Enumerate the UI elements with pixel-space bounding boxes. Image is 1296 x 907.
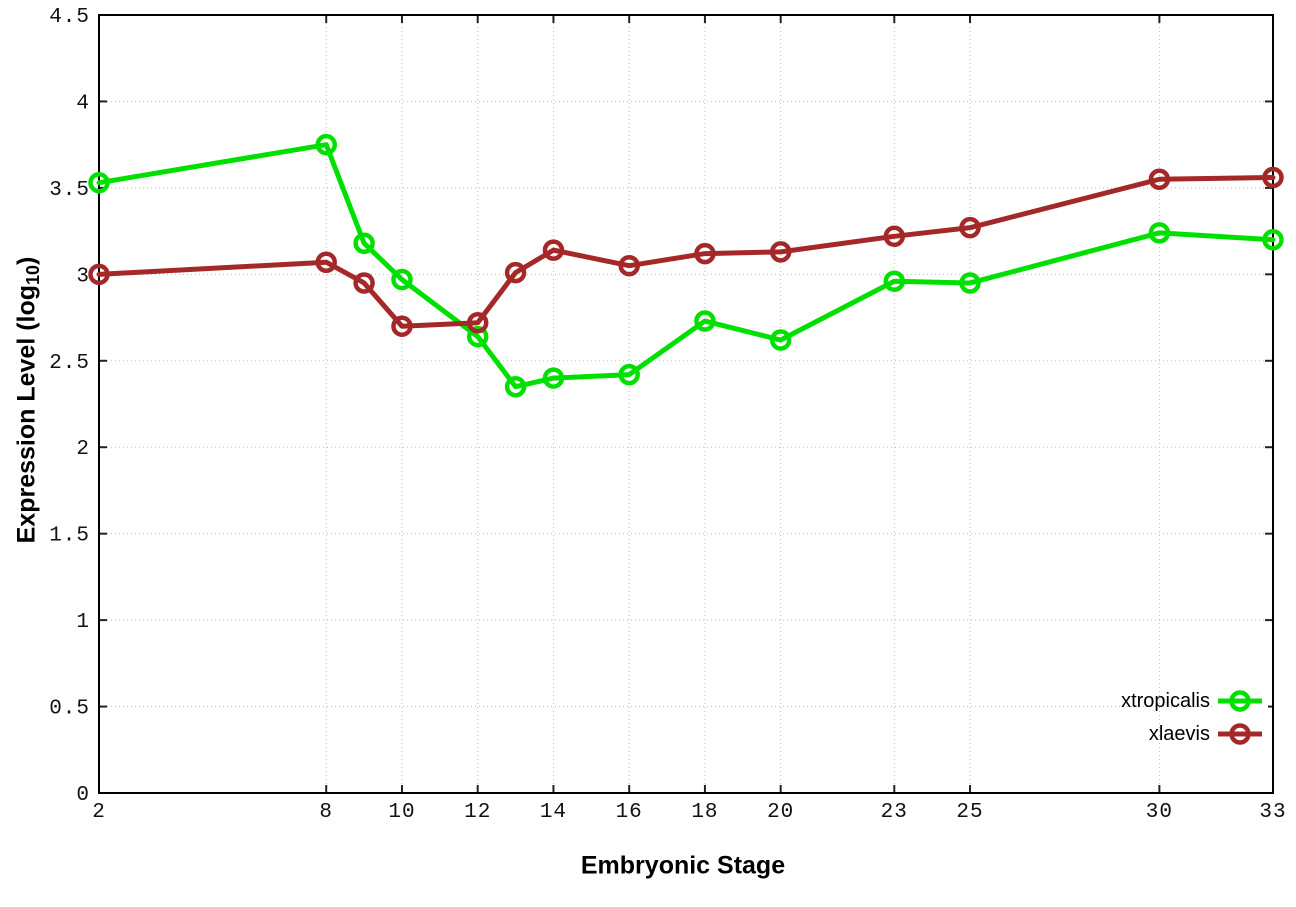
data-point-xlaevis bbox=[88, 263, 110, 286]
y-tick-label: 0 bbox=[76, 784, 90, 807]
y-axis-title-text: Expression Level (log bbox=[12, 284, 41, 544]
y-tick-label: 2.5 bbox=[49, 352, 90, 375]
y-axis-title: Expression Level (log10) bbox=[12, 257, 44, 544]
legend-sample-marker-xlaevis bbox=[1229, 723, 1251, 745]
data-point-xlaevis bbox=[694, 242, 716, 265]
data-point-xtropicalis bbox=[542, 367, 565, 389]
data-point-xlaevis bbox=[391, 315, 413, 337]
data-point-xlaevis bbox=[315, 251, 337, 273]
x-tick-label: 23 bbox=[881, 801, 908, 824]
data-point-xtropicalis bbox=[315, 133, 337, 156]
data-point-xtropicalis bbox=[1148, 222, 1171, 244]
data-point-xlaevis bbox=[542, 239, 565, 261]
x-tick-label: 20 bbox=[767, 801, 794, 824]
x-tick-label: 10 bbox=[388, 801, 415, 824]
y-tick-label: 1.5 bbox=[49, 525, 90, 548]
x-tick-label: 12 bbox=[464, 801, 491, 824]
data-point-xlaevis bbox=[353, 272, 375, 294]
data-point-xtropicalis bbox=[959, 272, 981, 294]
x-tick-label: 8 bbox=[319, 801, 333, 824]
y-tick-label: 3 bbox=[76, 265, 90, 288]
y-tick-label: 4 bbox=[76, 92, 90, 115]
data-point-xlaevis bbox=[466, 311, 489, 334]
data-point-xlaevis bbox=[504, 261, 527, 284]
y-tick-label: 2 bbox=[76, 438, 90, 461]
data-point-xlaevis bbox=[769, 241, 792, 263]
x-tick-label: 25 bbox=[956, 801, 983, 824]
data-point-xtropicalis bbox=[504, 375, 527, 398]
data-point-xlaevis bbox=[959, 216, 981, 239]
y-tick-label: 0.5 bbox=[49, 698, 90, 721]
data-point-xtropicalis bbox=[391, 268, 413, 291]
data-point-xtropicalis bbox=[353, 232, 375, 254]
x-tick-label: 14 bbox=[540, 801, 567, 824]
x-tick-label: 33 bbox=[1259, 801, 1286, 824]
data-point-xlaevis bbox=[618, 254, 640, 277]
x-axis-title: Embryonic Stage bbox=[580, 851, 786, 880]
data-point-xlaevis bbox=[1262, 166, 1284, 189]
data-point-xlaevis bbox=[883, 225, 906, 248]
legend-sample-marker-xtropicalis bbox=[1229, 690, 1251, 712]
data-point-xtropicalis bbox=[88, 171, 110, 194]
data-point-xtropicalis bbox=[769, 329, 792, 351]
plot-border bbox=[98, 14, 1274, 794]
x-tick-label: 30 bbox=[1146, 801, 1173, 824]
legend-label-xtropicalis: xtropicalis bbox=[1121, 690, 1210, 712]
y-tick-label: 1 bbox=[76, 611, 90, 634]
y-axis-title-subscript: 10 bbox=[22, 264, 43, 285]
data-point-xtropicalis bbox=[618, 363, 640, 386]
data-point-xtropicalis bbox=[1262, 229, 1284, 251]
data-point-xtropicalis bbox=[694, 310, 716, 332]
x-tick-label: 2 bbox=[92, 801, 106, 824]
y-tick-label: 4.5 bbox=[49, 6, 90, 29]
x-tick-label: 18 bbox=[691, 801, 718, 824]
legend-label-xlaevis: xlaevis bbox=[1148, 723, 1210, 745]
x-tick-label: 16 bbox=[616, 801, 643, 824]
y-tick-label: 3.5 bbox=[49, 179, 90, 202]
data-point-xtropicalis bbox=[883, 270, 906, 292]
data-point-xtropicalis bbox=[466, 325, 489, 348]
data-point-xlaevis bbox=[1148, 168, 1171, 190]
y-axis-title-close: ) bbox=[12, 256, 41, 265]
